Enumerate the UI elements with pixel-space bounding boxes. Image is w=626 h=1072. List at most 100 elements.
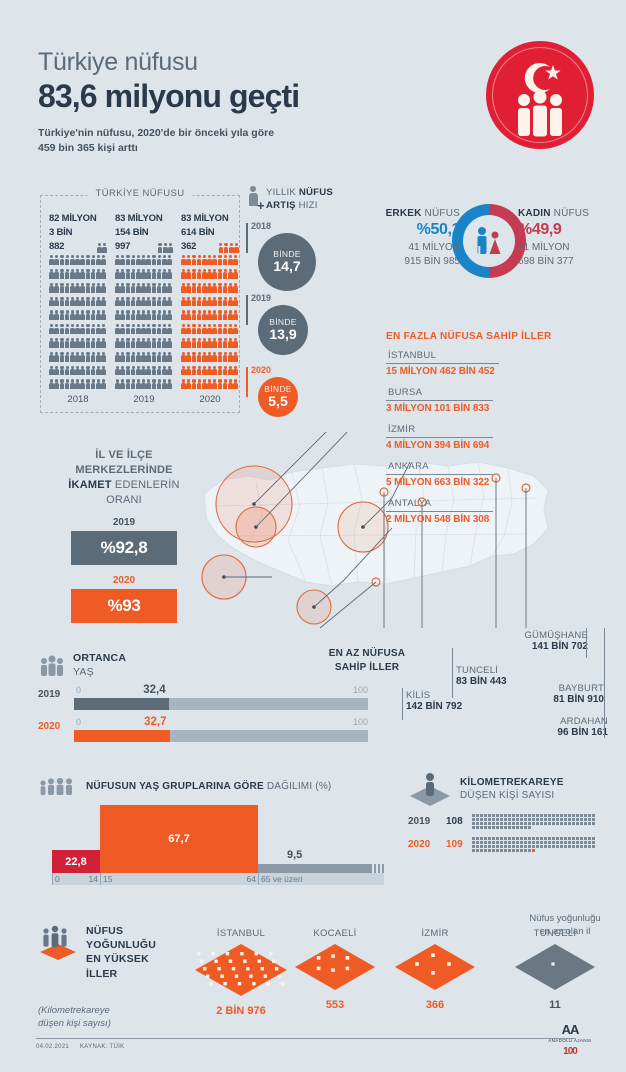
median-axis-max: 100 — [352, 685, 368, 696]
km2-year: 2019 — [408, 816, 431, 827]
population-year: 2019 — [133, 394, 155, 406]
km2-dot — [584, 818, 587, 821]
population-year: 2020 — [199, 394, 221, 406]
km2-dot — [492, 837, 495, 840]
km2-dot — [560, 841, 563, 844]
density-province-name: TUNCELİ — [533, 928, 577, 939]
urban-year: 2020 — [112, 575, 136, 587]
density-province-name: KOCAELİ — [313, 928, 357, 939]
pictogram-grid — [49, 255, 107, 390]
pictogram-row — [49, 365, 107, 376]
km2-dot — [500, 841, 503, 844]
axis-label-left: 15 — [103, 874, 113, 884]
km2-value: 108 — [446, 816, 463, 827]
km2-dot — [504, 841, 507, 844]
aa-monogram-icon: AA — [561, 1022, 580, 1037]
urban-title-l3-bold: İKAMET — [68, 478, 115, 491]
density-province-name: İZMİR — [421, 928, 449, 939]
km2-dot — [476, 845, 479, 848]
growth-title2-bold: ARTIŞ — [266, 199, 299, 211]
km2-dot — [516, 822, 519, 825]
age-groups-title-bold: NÜFUSUN YAŞ GRUPLARINA GÖRE — [86, 781, 267, 792]
pictogram-grid — [181, 255, 239, 390]
km2-row: 2020 109 — [408, 837, 620, 852]
male-label-rest: NÜFUS — [424, 208, 460, 219]
km2-dot — [488, 826, 491, 829]
km2-dot — [488, 818, 491, 821]
km2-dot — [504, 822, 507, 825]
km2-dot — [528, 837, 531, 840]
density-title-l1: NÜFUS — [86, 925, 124, 937]
population-column: 83 MİLYON 154 BİN 997 2019 — [115, 212, 173, 405]
km2-dot — [552, 818, 555, 821]
population-number: 83 MİLYON 154 BİN — [115, 213, 163, 238]
province-population: 15 MİLYON 462 BİN 452 — [386, 363, 499, 377]
axis-label-right: 64 — [246, 874, 256, 884]
growth-rate-section: + YILLIK NÜFUS ARTIŞ HIZI 2018 BİNDE 14,7 2… — [246, 186, 364, 429]
median-age-year: 2019 — [38, 689, 61, 701]
pictogram-row — [115, 255, 173, 266]
growth-title-pre: YILLIK — [266, 187, 299, 198]
km2-title-rest: DÜŞEN KİŞİ SAYISI — [460, 790, 555, 801]
least-populous-bayburt: BAYBURT 81 BİN 910 — [512, 683, 604, 705]
age-groups-header: NÜFUSUN YAŞ GRUPLARINA GÖRE DAĞILIMI (%) — [38, 778, 388, 795]
km2-dot — [520, 818, 523, 821]
km2-dot — [480, 837, 483, 840]
growth-label: BİNDE — [264, 384, 292, 395]
density-value: 366 — [425, 999, 445, 1011]
km2-dot — [572, 845, 575, 848]
least-populous-title-l1: EN AZ NÜFUSA — [328, 648, 406, 659]
urban-row: 2019 %92,8 — [44, 517, 204, 566]
km2-dot — [580, 822, 583, 825]
urban-value: %93 — [71, 589, 177, 624]
km2-dot-grid — [472, 837, 595, 852]
km2-dot — [476, 849, 479, 852]
km2-dot — [548, 814, 551, 817]
km2-dot — [492, 822, 495, 825]
population-number: 82 MİLYON 3 BİN — [49, 213, 97, 238]
km2-dot — [540, 822, 543, 825]
km2-dot — [476, 837, 479, 840]
province-population: 3 MİLYON 101 BİN 833 — [386, 400, 494, 414]
km2-dot — [528, 814, 531, 817]
km2-dot — [488, 841, 491, 844]
growth-item: 2018 BİNDE 14,7 — [246, 220, 364, 291]
km2-dot — [508, 837, 511, 840]
population-number-last: 882 — [49, 240, 65, 252]
female-detail-line1: 41 MİLYON — [518, 242, 570, 253]
urban-row: 2020 %93 — [44, 575, 204, 624]
km2-dot — [480, 845, 483, 848]
female-percentage: %49,9 — [518, 221, 562, 238]
km2-dot — [500, 822, 503, 825]
km2-dot — [532, 849, 535, 852]
km2-dot — [492, 845, 495, 848]
km2-dot — [532, 822, 535, 825]
density-title-l4: İLLER — [86, 967, 118, 980]
median-age-fill — [74, 698, 170, 711]
km2-dot — [488, 822, 491, 825]
female-detail: 41 MİLYON 698 BİN 377 — [518, 241, 620, 268]
growth-year: 2018 — [251, 220, 272, 231]
growth-circle: BİNDE 14,7 — [258, 232, 316, 291]
growth-item: 2019 BİNDE 13,9 — [246, 293, 364, 357]
km2-dot — [472, 814, 475, 817]
page-subtitle-line1: Türkiye'nin nüfusu, 2020'de bir önceki y… — [38, 126, 275, 139]
logo-ring — [492, 47, 588, 143]
km2-dot — [540, 845, 543, 848]
km2-dot — [572, 837, 575, 840]
km2-dot — [588, 818, 591, 821]
km2-dot — [528, 845, 531, 848]
median-age-track — [74, 698, 368, 711]
population-year: 2018 — [67, 394, 89, 406]
km2-dot — [512, 822, 515, 825]
pictogram-row — [181, 255, 239, 266]
family-icon — [41, 655, 63, 676]
age-groups-chart: 22,8 0 14 67,7 15 64 9,5 65 ve üzeri — [38, 803, 388, 885]
km2-dot — [496, 826, 499, 829]
km2-dot — [512, 845, 515, 848]
urban-title-l3-rest: EDENLERİN — [114, 478, 180, 491]
km2-dot — [520, 826, 523, 829]
km2-dot — [504, 845, 507, 848]
axis-label-right: 14 — [88, 874, 98, 884]
km2-dot — [524, 814, 527, 817]
